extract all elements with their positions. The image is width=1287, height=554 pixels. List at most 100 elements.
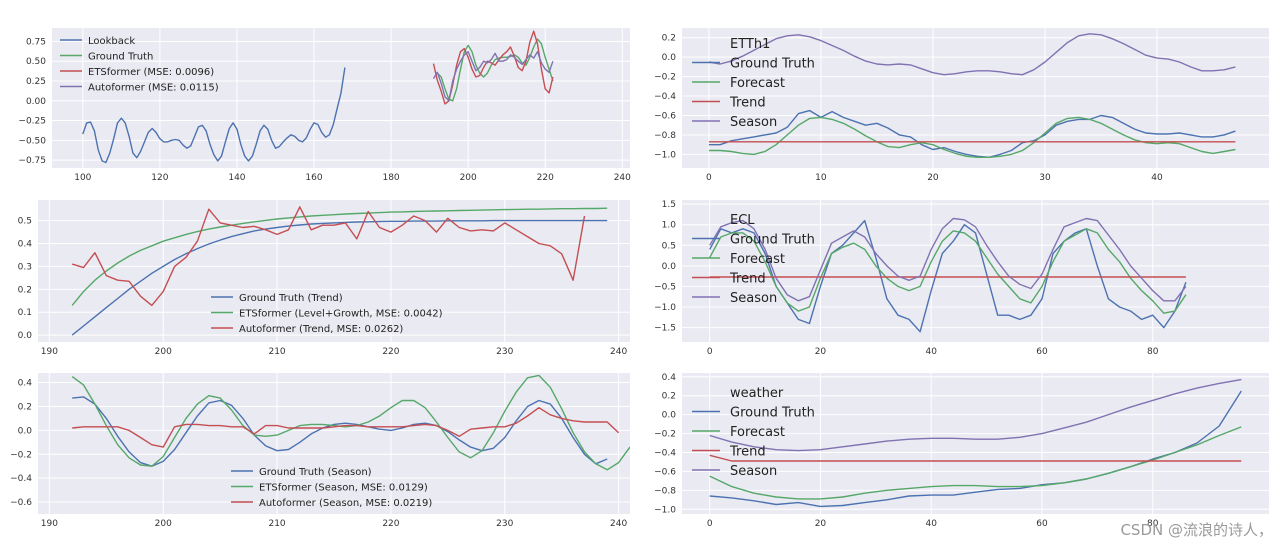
series-line-ground-truth	[709, 390, 1242, 508]
plot-area	[682, 28, 1269, 168]
y-tick-label: 0.4	[18, 240, 33, 250]
x-tick-label: 10	[815, 173, 827, 183]
y-tick-label: 0.5	[662, 241, 676, 251]
y-tick-label: −0.4	[654, 448, 676, 458]
y-tick-label: 0.0	[662, 262, 677, 272]
x-tick-label: 80	[1147, 347, 1159, 357]
y-tick-label: −0.4	[10, 474, 32, 484]
series-line-autoformer-season-mse-0-0219	[72, 407, 620, 448]
chart-panel-3: 190 200 210 220 230 240 −0.6 −0.4 −0.2 0.0 0.2 0.4 G…	[10, 373, 630, 529]
plot-area	[52, 28, 630, 168]
x-tick-label: 240	[610, 519, 627, 529]
y-tick-label: −0.4	[654, 92, 676, 102]
legend-label: Forecast	[730, 252, 785, 267]
x-tick-label: 100	[74, 173, 91, 183]
x-tick-label: 40	[1151, 173, 1163, 183]
legend-label: Trend	[729, 445, 766, 460]
y-tick-label: 0.3	[18, 262, 32, 272]
y-tick-label: −0.2	[654, 430, 676, 440]
watermark: CSDN @流浪的诗人，	[1120, 521, 1273, 539]
x-tick-label: 60	[1036, 347, 1048, 357]
series-line-ground-truth	[709, 219, 1187, 333]
x-tick-label: 220	[382, 519, 399, 529]
legend-heading: ETTh1	[730, 37, 770, 52]
legend-label: ETSformer (Level+Growth, MSE: 0.0042)	[239, 309, 443, 320]
y-tick-label: −0.2	[654, 73, 676, 83]
x-tick-label: 200	[155, 347, 172, 357]
legend-label: Trend	[729, 272, 766, 287]
x-tick-label: 160	[305, 173, 322, 183]
x-tick-label: 40	[925, 519, 937, 529]
y-tick-label: −0.2	[10, 450, 32, 460]
legend-label: Ground Truth (Trend)	[239, 293, 343, 304]
y-tick-label: −0.50	[18, 136, 46, 146]
x-tick-label: 0	[707, 519, 713, 529]
plot-area	[682, 200, 1269, 342]
y-tick-label: −0.6	[10, 498, 32, 508]
legend-label: Lookback	[88, 36, 135, 47]
legend-label: Trend	[729, 96, 766, 111]
y-tick-label: 0.2	[18, 402, 32, 412]
chart-panel-5: 0 20 40 60 80 −1.5 −1.0 −0.5 0.0 0.5 1.0 1.5 ECL Grou…	[654, 200, 1269, 357]
x-tick-label: 40	[925, 347, 937, 357]
x-tick-label: 210	[268, 519, 285, 529]
y-tick-label: 0.0	[662, 53, 677, 63]
legend-label: Autoformer (Season, MSE: 0.0219)	[259, 498, 432, 509]
y-tick-label: −0.8	[654, 131, 676, 141]
x-tick-label: 120	[151, 173, 168, 183]
series-line-autoformer-mse-0-0115	[432, 51, 554, 102]
y-tick-label: 0.5	[18, 217, 32, 227]
y-tick-label: −0.75	[18, 156, 46, 166]
plot-area	[38, 200, 630, 342]
x-tick-label: 190	[41, 519, 58, 529]
x-tick-label: 210	[268, 347, 285, 357]
x-tick-label: 180	[382, 173, 399, 183]
legend-label: Ground Truth	[730, 57, 815, 72]
series-line-ground-truth	[436, 38, 554, 102]
series-line-season	[709, 217, 1187, 302]
legend-label: Forecast	[730, 76, 785, 91]
y-tick-label: 0.4	[18, 379, 33, 389]
series-line-season	[708, 33, 1236, 76]
x-tick-label: 240	[614, 173, 631, 183]
y-tick-label: −0.8	[654, 486, 676, 496]
x-tick-label: 60	[1036, 519, 1048, 529]
chart-panel-6: 0 20 40 60 80 −1.0 −0.8 −0.6 −0.4 −0.2 0.0 0.2 0.4 we…	[654, 373, 1269, 529]
y-tick-label: 0.75	[26, 37, 46, 47]
chart-panel-2: 190 200 210 220 230 240 0.0 0.1 0.2 0.3 0.4 0.5 Grou…	[18, 200, 630, 357]
legend-label: ETSformer (MSE: 0.0096)	[88, 67, 214, 78]
x-tick-label: 220	[537, 173, 554, 183]
y-tick-label: 0.1	[18, 308, 32, 318]
legend-label: Ground Truth	[730, 233, 815, 248]
chart-panel-4: 0 10 20 30 40 −1.0 −0.8 −0.6 −0.4 −0.2 0.0 0.2 ETTh1…	[654, 28, 1269, 183]
y-tick-label: 1.0	[662, 221, 677, 231]
legend-label: Ground Truth	[730, 406, 815, 421]
x-tick-label: 30	[1039, 173, 1051, 183]
legend-label: ETSformer (Season, MSE: 0.0129)	[259, 483, 428, 494]
y-tick-label: 1.5	[662, 200, 676, 210]
chart-panel-1: 100 120 140 160 180 200 220 240 −0.75 −0.50 −0.25 0…	[18, 28, 631, 183]
y-tick-label: 0.0	[18, 331, 33, 341]
x-tick-label: 20	[815, 519, 827, 529]
legend-label: Autoformer (Trend, MSE: 0.0262)	[239, 324, 403, 335]
x-tick-label: 230	[496, 347, 513, 357]
x-tick-label: 200	[155, 519, 172, 529]
series-line-forecast	[709, 228, 1187, 314]
x-tick-label: 0	[707, 347, 713, 357]
series-line-autoformer-trend-mse-0-0262	[71, 206, 586, 307]
series-line-etsformer-mse-0-0096	[432, 30, 554, 105]
y-tick-label: −1.0	[654, 303, 676, 313]
y-tick-label: 0.4	[662, 373, 677, 383]
y-tick-label: 0.2	[18, 285, 32, 295]
series-line-ground-truth-trend	[71, 219, 608, 336]
legend-heading: weather	[730, 386, 784, 401]
series-line-forecast	[708, 116, 1236, 159]
series-line-ground-truth	[708, 109, 1236, 159]
x-tick-label: 80	[1147, 519, 1159, 529]
series-line-forecast	[709, 426, 1242, 500]
y-tick-label: −1.0	[654, 150, 676, 160]
y-tick-label: 0.0	[18, 426, 33, 436]
y-tick-label: 0.50	[26, 57, 46, 67]
